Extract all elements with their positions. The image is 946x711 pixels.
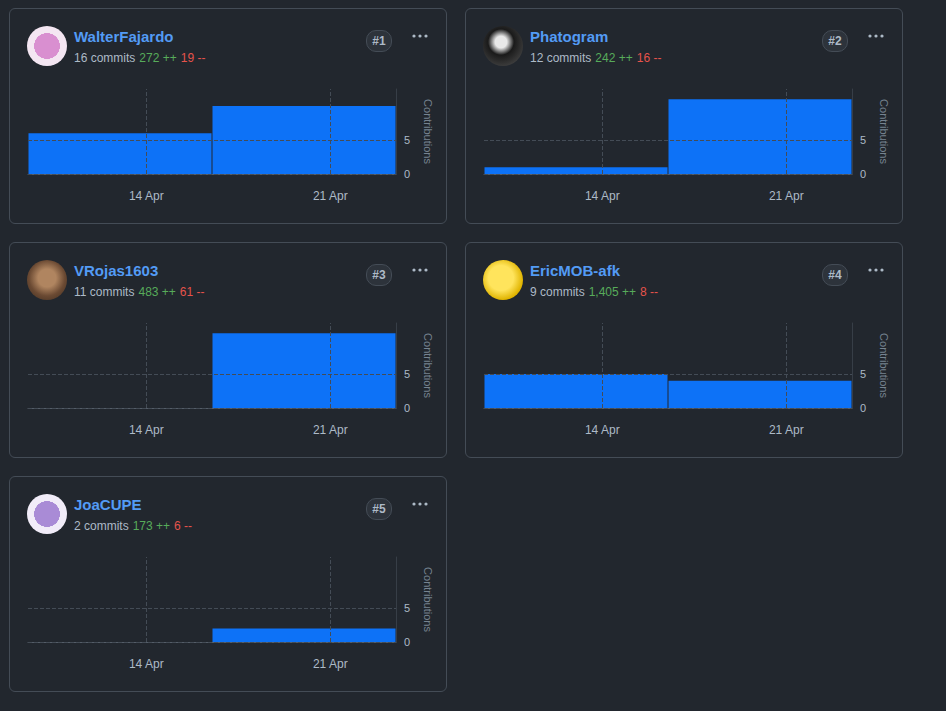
html-text:2 commits 173 ++ 6 --: 2 commits 173 ++ 6 -- — [74, 519, 193, 533]
svg-text:0: 0 — [404, 402, 410, 414]
html-text:WalterFajardo: WalterFajardo — [74, 28, 174, 45]
svg-text:5: 5 — [404, 368, 410, 380]
svg-text:0: 0 — [404, 168, 410, 180]
html-text:9 commits 1,405 ++ 8 --: 9 commits 1,405 ++ 8 -- — [530, 285, 659, 299]
svg-text:14 Apr: 14 Apr — [129, 423, 164, 437]
html-text:JoaCUPE: JoaCUPE — [74, 496, 142, 513]
svg-text:14 Apr: 14 Apr — [129, 657, 164, 671]
svg-text:0: 0 — [404, 636, 410, 648]
svg-text:14 Apr: 14 Apr — [585, 189, 620, 203]
svg-text:5: 5 — [860, 368, 866, 380]
html-text:EricMOB-afk: EricMOB-afk — [530, 262, 620, 279]
html-text:11 commits 483 ++ 61 --: 11 commits 483 ++ 61 -- — [74, 285, 205, 299]
svg-text:Contributions: Contributions — [422, 99, 434, 164]
svg-text:21 Apr: 21 Apr — [313, 189, 348, 203]
svg-text:Contributions: Contributions — [422, 333, 434, 398]
svg-text:14 Apr: 14 Apr — [129, 189, 164, 203]
html-text:Phatogram: Phatogram — [530, 28, 609, 45]
html-text:#3: #3 — [372, 268, 386, 282]
svg-text:5: 5 — [404, 134, 410, 146]
svg-text:Contributions: Contributions — [878, 99, 890, 164]
html-text:12 commits 242 ++ 16 --: 12 commits 242 ++ 16 -- — [530, 51, 662, 65]
svg-text:21 Apr: 21 Apr — [769, 423, 804, 437]
svg-text:5: 5 — [404, 602, 410, 614]
svg-text:Contributions: Contributions — [878, 333, 890, 398]
html-text:#5: #5 — [372, 502, 386, 516]
svg-text:21 Apr: 21 Apr — [313, 657, 348, 671]
html-text:#2: #2 — [828, 34, 842, 48]
svg-text:21 Apr: 21 Apr — [313, 423, 348, 437]
svg-text:0: 0 — [860, 402, 866, 414]
html-text:16 commits 272 ++ 19 --: 16 commits 272 ++ 19 -- — [74, 51, 206, 65]
html-text:#1: #1 — [372, 34, 386, 48]
svg-text:21 Apr: 21 Apr — [769, 189, 804, 203]
svg-text:5: 5 — [860, 134, 866, 146]
svg-text:0: 0 — [860, 168, 866, 180]
html-text:#4: #4 — [828, 268, 842, 282]
svg-text:14 Apr: 14 Apr — [585, 423, 620, 437]
html-text:VRojas1603: VRojas1603 — [74, 262, 159, 279]
svg-text:Contributions: Contributions — [422, 567, 434, 632]
